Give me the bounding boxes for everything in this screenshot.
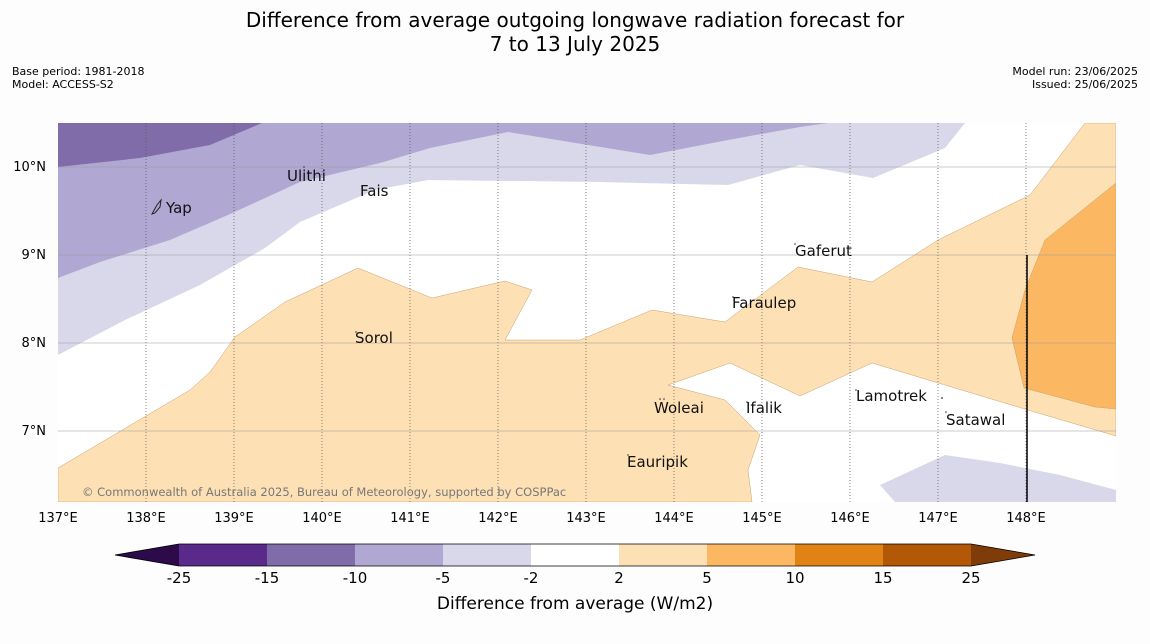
label-lamotrek: Lamotrek (856, 387, 927, 405)
region-minus10-to-minus5 (58, 123, 828, 278)
colorbar-bin-4 (443, 544, 531, 566)
lon-label-147e: 147°E (918, 511, 958, 526)
lon-label-138e: 138°E (126, 511, 166, 526)
lon-label-141e: 141°E (390, 511, 430, 526)
colorbar-bin-2 (267, 544, 355, 566)
lon-label-144e: 144°E (654, 511, 694, 526)
model-run: Model run: 23/06/2025 (1012, 65, 1138, 78)
colorbar-bin-9 (883, 544, 971, 566)
label-eauripik: Eauripik (627, 453, 688, 471)
meta-right: Model run: 23/06/2025 Issued: 25/06/2025 (1012, 65, 1138, 91)
lon-label-137e: 137°E (38, 511, 78, 526)
colorbar-extend-high (971, 544, 1035, 566)
label-yap: Yap (165, 199, 192, 217)
colorbar-tick: -25 (167, 569, 192, 587)
meridians (145, 123, 1027, 502)
colorbar-tick: -10 (343, 569, 368, 587)
label-gaferut: Gaferut (795, 242, 852, 260)
olr-map: Ulithi Fais Yap Gaferut Faraulep Sorol W… (13, 123, 1116, 587)
region-2-to-5-main (58, 123, 1116, 502)
lon-label-140e: 140°E (302, 511, 342, 526)
lat-labels: 10°N 9°N 8°N 7°N (13, 160, 46, 439)
lon-label-142e: 142°E (478, 511, 518, 526)
lon-label-143e: 143°E (566, 511, 606, 526)
lon-label-145e: 145°E (742, 511, 782, 526)
region-minus5-to-minus2-south (880, 455, 1116, 502)
region-5-to-10-east (1011, 182, 1116, 410)
colorbar-bin-3 (355, 544, 443, 566)
label-sorol: Sorol (355, 329, 393, 347)
lon-label-148e: 148°E (1006, 511, 1046, 526)
model-name: Model: ACCESS-S2 (12, 78, 114, 91)
label-fais: Fais (360, 182, 389, 200)
label-ulithi: Ulithi (287, 167, 326, 185)
label-satawal: Satawal (946, 411, 1005, 429)
colorbar-title: Difference from average (W/m2) (436, 594, 714, 614)
place-labels: Ulithi Fais Yap Gaferut Faraulep Sorol W… (165, 167, 1005, 471)
colorbar-tick: -15 (255, 569, 280, 587)
colorbar-tick: 15 (873, 569, 892, 587)
meta-left: Base period: 1981-2018 Model: ACCESS-S2 (12, 65, 144, 91)
lat-label-9n: 9°N (22, 248, 47, 263)
lon-label-139e: 139°E (214, 511, 254, 526)
yap-island-shape (150, 198, 162, 215)
title-line-2: 7 to 13 July 2025 (489, 32, 661, 56)
lat-label-7n: 7°N (22, 424, 47, 439)
colorbar-tick: -2 (524, 569, 539, 587)
colorbar-bin-7 (707, 544, 795, 566)
lon-labels: 137°E 138°E 139°E 140°E 141°E 142°E 143°… (38, 511, 1046, 526)
colorbar-bin-5 (531, 544, 619, 566)
colorbar-tick: 5 (702, 569, 712, 587)
base-period: Base period: 1981-2018 (12, 65, 145, 78)
colorbar-tick: 2 (614, 569, 624, 587)
region-minus15-to-minus10 (58, 123, 262, 167)
lon-label-146e: 146°E (830, 511, 870, 526)
colorbar (114, 543, 1036, 567)
colorbar-ticks: -25 -15 -10 -5 -2 2 5 10 15 25 (167, 569, 981, 587)
colorbar-extend-low (115, 544, 179, 566)
colorbar-tick: 10 (785, 569, 804, 587)
colorbar-bin-8 (795, 544, 883, 566)
colorbar-tick: 25 (961, 569, 980, 587)
island-markers (150, 166, 947, 456)
contour-fills (58, 123, 1116, 502)
colorbar-tick: -5 (436, 569, 451, 587)
label-faraulep: Faraulep (732, 294, 796, 312)
label-ifalik: Ifalik (746, 399, 782, 417)
title-line-1: Difference from average outgoing longwav… (245, 8, 905, 32)
map-title: Difference from average outgoing longwav… (0, 8, 1150, 56)
colorbar-bin-1 (179, 544, 267, 566)
lat-label-10n: 10°N (13, 160, 46, 175)
lat-label-8n: 8°N (22, 336, 47, 351)
label-woleai: Woleai (654, 399, 704, 417)
copyright-notice: © Commonwealth of Australia 2025, Bureau… (82, 485, 566, 499)
colorbar-bin-6 (619, 544, 707, 566)
issued-date: Issued: 25/06/2025 (1031, 78, 1138, 91)
